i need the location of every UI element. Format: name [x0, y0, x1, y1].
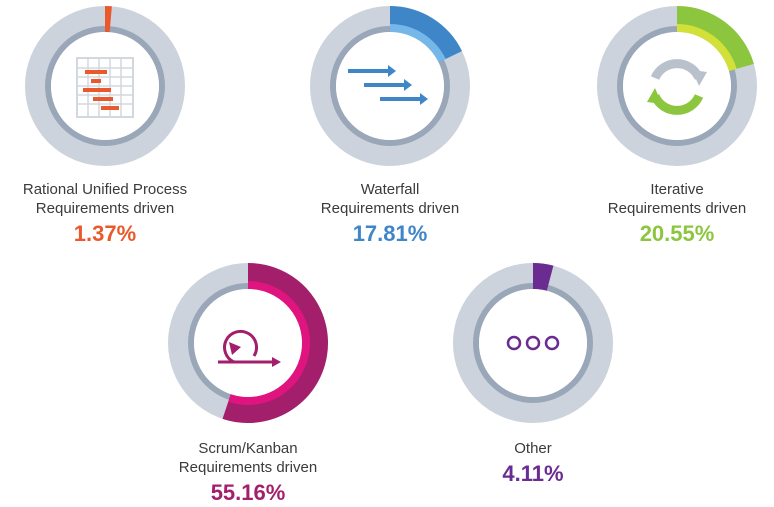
donut-segment-scrum-kanban [222, 263, 328, 423]
donut-label-waterfall: Waterfall Requirements driven [270, 180, 510, 218]
donut-label-line1: Scrum/Kanban [198, 440, 298, 457]
donut-item-other: Other 4.11% [413, 263, 653, 488]
donut-percent-scrum-kanban: 55.16% [210, 480, 286, 505]
donut-chart-waterfall [310, 6, 470, 166]
donut-segment-rational-unified-process [105, 6, 112, 33]
donut-label-line1: Rational Unified Process [22, 181, 188, 198]
donut-label-rational-unified-process: Rational Unified Process Requirements dr… [0, 180, 225, 218]
donut-segment-other [533, 263, 554, 291]
donut-label-line2: Requirements driven [607, 200, 747, 217]
donut-center [623, 32, 731, 140]
three-circles-icon [506, 335, 560, 351]
donut-segment-waterfall [390, 6, 462, 63]
donut-label-line1: Iterative [650, 181, 704, 198]
donut-segment-inner-waterfall [390, 24, 446, 63]
donut-label-line2: Requirements driven [320, 200, 460, 217]
cycle-arrows-icon [647, 59, 707, 115]
donut-label-other: Other [413, 439, 653, 458]
donut-item-waterfall: Waterfall Requirements driven 17.81% [270, 6, 510, 248]
donut-chart-iterative [597, 6, 757, 166]
donut-chart-scrum-kanban [168, 263, 328, 423]
donut-center [194, 289, 302, 397]
gantt-chart-icon [76, 57, 134, 118]
donut-item-scrum-kanban: Scrum/Kanban Requirements driven 55.16% [128, 263, 368, 507]
donut-label-line2: Requirements driven [35, 200, 175, 217]
donut-item-rational-unified-process: Rational Unified Process Requirements dr… [0, 6, 225, 248]
donut-label-scrum-kanban: Scrum/Kanban Requirements driven [128, 439, 368, 477]
donut-item-iterative: Iterative Requirements driven 20.55% [557, 6, 774, 248]
donut-center [479, 289, 587, 397]
donut-percent-other: 4.11% [502, 461, 564, 486]
donut-percent-iterative: 20.55% [639, 221, 715, 246]
donut-percent-waterfall: 17.81% [352, 221, 428, 246]
donut-label-line2: Requirements driven [178, 459, 318, 476]
donut-label-line1: Other [514, 440, 552, 457]
donut-label-iterative: Iterative Requirements driven [557, 180, 774, 218]
scrum-loop-icon [218, 329, 281, 367]
donut-chart-rational-unified-process [25, 6, 185, 166]
donut-segment-inner-iterative [677, 24, 737, 72]
donut-percent-rational-unified-process: 1.37% [73, 221, 137, 246]
donut-label-line1: Waterfall [360, 181, 420, 198]
donut-chart-other [453, 263, 613, 423]
waterfall-arrows-icon [348, 65, 428, 105]
